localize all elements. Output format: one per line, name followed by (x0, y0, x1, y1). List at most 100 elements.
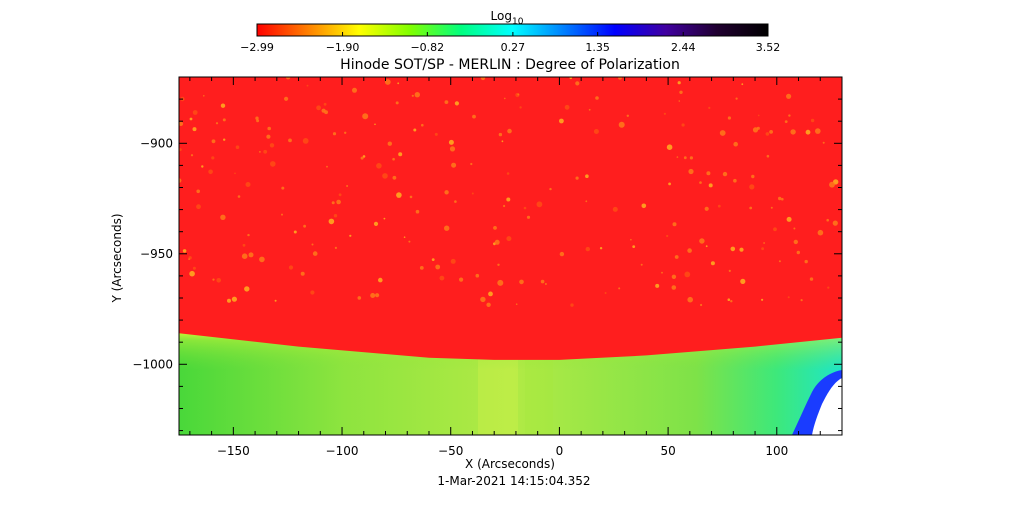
speckle (778, 260, 781, 263)
speckle (267, 126, 272, 131)
speckle (677, 81, 681, 85)
speckle (449, 146, 456, 152)
speckle (618, 77, 622, 80)
speckle (247, 233, 250, 237)
speckle (740, 278, 746, 284)
speckle (671, 274, 677, 279)
speckle (494, 239, 500, 245)
speckle (397, 82, 400, 85)
speckle (781, 197, 784, 201)
speckle (375, 293, 380, 298)
speckle (749, 184, 755, 190)
speckle (192, 110, 198, 115)
speckle (373, 221, 379, 226)
x-tick-label: 50 (660, 444, 675, 458)
speckle (612, 206, 618, 212)
speckle (599, 247, 603, 250)
speckle (411, 94, 414, 97)
speckle (384, 79, 391, 85)
speckle (192, 266, 196, 270)
speckle (196, 189, 200, 194)
speckle (403, 236, 406, 238)
speckle (506, 236, 512, 242)
speckle (392, 157, 395, 161)
speckle (604, 292, 607, 294)
speckle (559, 118, 564, 124)
speckle (374, 123, 376, 126)
x-tick-label: −50 (438, 444, 463, 458)
x-axis: −150 −100 −50 0 50 100 (189, 77, 821, 458)
speckle (211, 139, 216, 144)
speckle (540, 279, 545, 284)
speckle (349, 234, 352, 237)
speckle (444, 100, 449, 104)
speckle (756, 126, 760, 130)
speckle (419, 266, 424, 270)
speckle (231, 296, 237, 302)
speckle (585, 174, 589, 178)
speckle (786, 93, 792, 99)
speckle (708, 106, 711, 109)
speckle (234, 172, 236, 175)
speckle (454, 200, 457, 203)
speckle (788, 114, 791, 117)
speckle (769, 130, 773, 134)
speckle (472, 114, 476, 119)
speckle (203, 95, 205, 97)
speckle (336, 199, 341, 205)
speckle (766, 154, 770, 158)
speckle (706, 171, 711, 176)
speckle (739, 247, 744, 252)
speckle (689, 156, 694, 160)
speckle (215, 122, 219, 125)
speckle (564, 104, 570, 110)
speckle (227, 298, 231, 303)
y-axis-label: Y (Arcseconds) (110, 213, 124, 303)
chart-title: Hinode SOT/SP - MERLIN : Degree of Polar… (340, 57, 680, 73)
magnetic-features (179, 77, 839, 307)
speckle (480, 77, 486, 81)
speckle (444, 190, 449, 195)
colorbar-tick-label: −0.82 (410, 41, 444, 54)
speckle (549, 187, 552, 191)
speckle (281, 213, 283, 216)
speckle (526, 215, 531, 219)
speckle (244, 286, 250, 292)
x-tick-label: −150 (217, 444, 250, 458)
speckle (787, 296, 790, 299)
speckle (822, 141, 825, 144)
speckle (378, 277, 383, 283)
speckle (459, 277, 464, 282)
speckle (387, 141, 392, 146)
speckle (763, 242, 765, 244)
speckle (559, 251, 565, 257)
speckle (826, 218, 829, 222)
speckle (672, 222, 677, 227)
speckle (435, 264, 441, 270)
speckle (757, 114, 760, 117)
speckle (778, 196, 782, 201)
speckle (710, 261, 715, 266)
speckle (727, 116, 732, 120)
speckle (259, 256, 265, 263)
speckle (705, 245, 708, 248)
speckle (717, 204, 721, 208)
speckle (266, 134, 271, 139)
speckle (517, 93, 520, 96)
speckle (751, 174, 755, 179)
colorbar-label-subscript: 10 (512, 17, 524, 27)
speckle (595, 96, 599, 100)
x-tick-label: 0 (556, 444, 564, 458)
speckle (793, 239, 798, 245)
speckle (805, 129, 811, 135)
speckle (741, 83, 744, 86)
speckle (241, 253, 248, 259)
speckle (216, 278, 221, 283)
speckle (727, 298, 731, 302)
speckle (800, 299, 803, 302)
speckle (640, 263, 643, 266)
speckle (370, 293, 376, 298)
speckle (334, 246, 337, 249)
speckle (655, 283, 660, 288)
